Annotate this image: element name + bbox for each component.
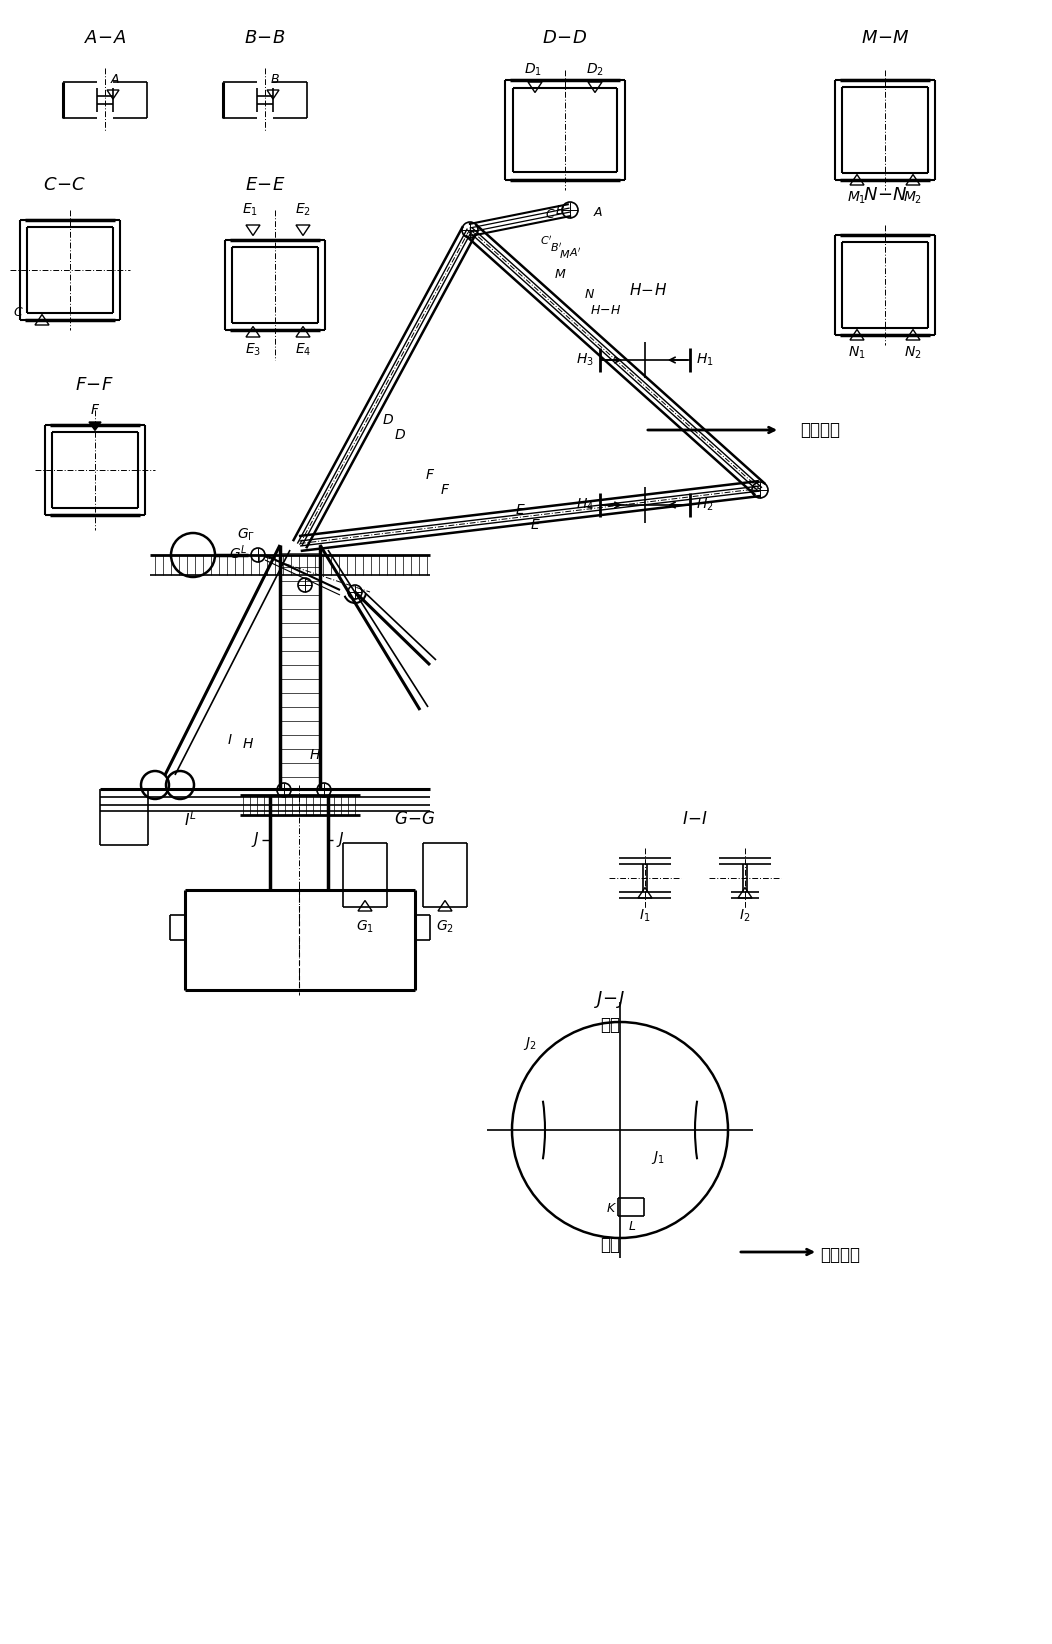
Text: $M$: $M$	[553, 268, 566, 281]
Text: $M\!-\!M$: $M\!-\!M$	[861, 30, 909, 48]
Text: $K$: $K$	[607, 1202, 618, 1215]
Text: $E_3$: $E_3$	[245, 342, 261, 358]
Text: $E_4$: $E_4$	[295, 342, 311, 358]
Text: $N_1$: $N_1$	[848, 345, 866, 362]
Text: $A'$: $A'$	[569, 245, 583, 258]
Text: $J_1$: $J_1$	[651, 1149, 665, 1167]
Text: $E\!-\!E$: $E\!-\!E$	[244, 176, 285, 194]
Text: $D\!-\!D$: $D\!-\!D$	[543, 30, 588, 48]
Text: $H$: $H$	[309, 748, 321, 763]
Text: $N\!-\!N$: $N\!-\!N$	[863, 186, 908, 204]
Text: 海侧: 海侧	[600, 1016, 620, 1034]
Text: $B\!-\!B$: $B\!-\!B$	[244, 30, 286, 48]
Text: $L$: $L$	[628, 1220, 636, 1233]
Text: $B$: $B$	[555, 204, 565, 217]
Text: $H_4$: $H_4$	[576, 496, 594, 513]
Text: $A$: $A$	[593, 206, 603, 219]
Text: $C'$: $C'$	[540, 233, 552, 247]
Text: $N_2$: $N_2$	[905, 345, 922, 362]
Text: $G\!-\!G$: $G\!-\!G$	[394, 812, 436, 829]
Text: $D$: $D$	[382, 413, 394, 427]
Text: $J$: $J$	[336, 830, 344, 850]
Text: $C\!-\!C$: $C\!-\!C$	[43, 176, 86, 194]
Text: $I^L$: $I^L$	[183, 810, 197, 829]
Polygon shape	[89, 423, 101, 431]
Text: $E_2$: $E_2$	[295, 202, 311, 219]
Text: $M_1$: $M_1$	[848, 189, 867, 206]
Text: $B$: $B$	[270, 74, 280, 87]
Text: 臂架方向: 臂架方向	[800, 421, 839, 439]
Text: $M_2$: $M_2$	[904, 189, 923, 206]
Text: $J_2$: $J_2$	[523, 1036, 537, 1052]
Text: $E_1$: $E_1$	[242, 202, 258, 219]
Text: $N$: $N$	[585, 288, 595, 301]
Text: $D_1$: $D_1$	[524, 62, 542, 79]
Text: $A$: $A$	[109, 74, 120, 87]
Text: $D_2$: $D_2$	[586, 62, 604, 79]
Text: $F$: $F$	[440, 483, 450, 496]
Text: $I$: $I$	[227, 733, 232, 746]
Text: $H\!-\!H$: $H\!-\!H$	[590, 304, 622, 317]
Text: $C$: $C$	[545, 209, 555, 222]
Text: 陆侧: 陆侧	[600, 1236, 620, 1254]
Text: $F$: $F$	[89, 403, 100, 418]
Text: $M$: $M$	[560, 248, 570, 260]
Text: $I\!-\!I$: $I\!-\!I$	[682, 812, 708, 829]
Text: 臂架方向: 臂架方向	[820, 1246, 859, 1264]
Text: $C$: $C$	[13, 306, 23, 319]
Text: $E$: $E$	[529, 518, 541, 533]
Text: $I_2$: $I_2$	[740, 907, 751, 924]
Text: $B'$: $B'$	[550, 240, 562, 253]
Text: $H_2$: $H_2$	[696, 496, 714, 513]
Text: $F\!-\!F$: $F\!-\!F$	[76, 376, 115, 395]
Text: $H_3$: $H_3$	[576, 352, 594, 368]
Text: $H\!-\!H$: $H\!-\!H$	[629, 283, 667, 298]
Text: $J$: $J$	[250, 830, 259, 850]
Text: $H$: $H$	[242, 737, 254, 751]
Text: $D$: $D$	[394, 427, 406, 442]
Text: $G^L$: $G^L$	[229, 544, 248, 562]
Text: $G_{\Gamma}$: $G_{\Gamma}$	[237, 526, 255, 543]
Text: $G_1$: $G_1$	[356, 919, 375, 935]
Text: $A\!-\!A$: $A\!-\!A$	[84, 30, 126, 48]
Text: $J\!-\!J$: $J\!-\!J$	[594, 990, 626, 1011]
Text: $H_1$: $H_1$	[696, 352, 714, 368]
Text: $I_1$: $I_1$	[640, 907, 651, 924]
Text: $G_2$: $G_2$	[436, 919, 454, 935]
Text: $F$: $F$	[425, 469, 436, 482]
Text: $E$: $E$	[514, 503, 525, 516]
